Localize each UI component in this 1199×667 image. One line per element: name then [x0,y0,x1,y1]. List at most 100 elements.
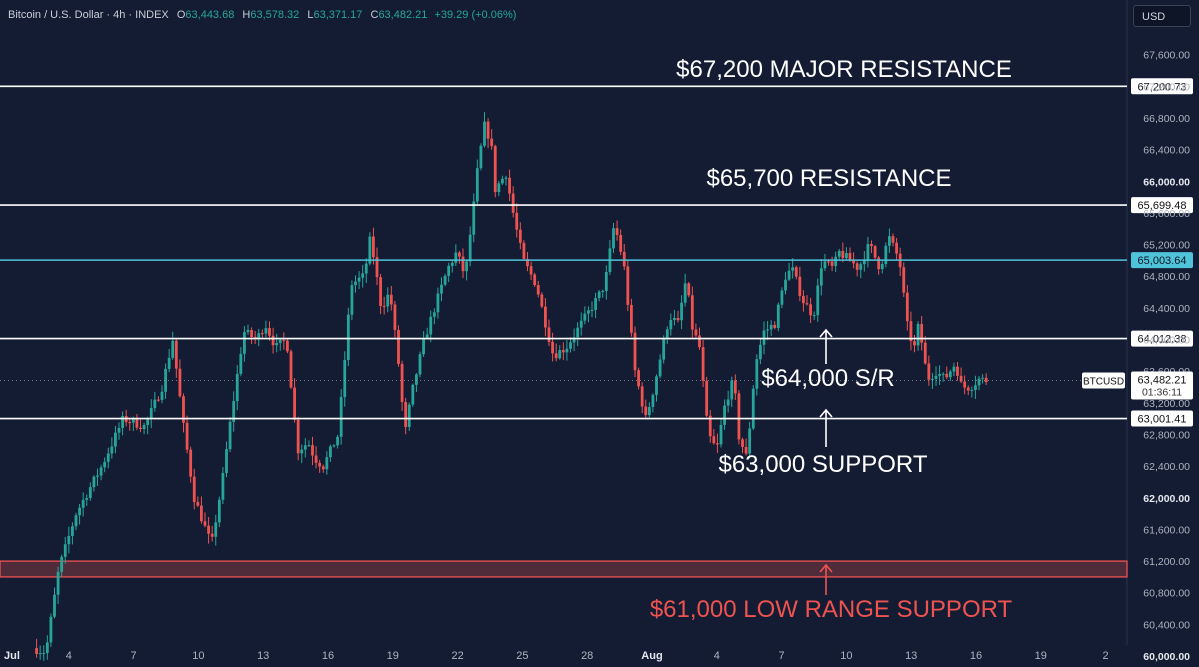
candle-body [619,234,623,252]
candle-body [612,228,615,249]
candle-body [698,335,701,348]
candle [920,316,924,351]
candle-body [708,415,712,437]
change-value: +39.29 (+0.06%) [434,9,517,21]
candle [56,566,60,604]
candle [443,273,447,287]
y-tick-label: 64,400.00 [1143,303,1190,315]
candle-body [741,439,744,448]
candle-body [827,261,830,263]
candle [250,327,253,344]
candle [823,253,827,271]
candle-body [432,312,436,317]
candle-body [343,359,347,398]
candle [400,360,404,412]
candle-body [407,404,411,428]
candle-body [873,246,877,258]
level-tag-label: 63,001.41 [1138,414,1187,426]
candle-body [189,449,193,477]
candle [845,247,848,261]
y-tick-label: 65,200.00 [1143,240,1190,252]
candle-body [486,121,490,139]
candle-body [346,314,350,360]
candle-body [501,178,504,184]
candle [74,512,78,531]
candle-body [845,253,848,259]
candle-body [544,306,547,328]
candle [63,537,67,564]
candle-body [651,394,655,407]
candle [526,252,529,272]
candle-body [440,284,443,294]
candle [336,434,339,449]
candle-body [945,373,949,378]
y-tick-label: 64,800.00 [1143,271,1190,283]
candle [579,312,583,336]
candle-body [479,145,483,169]
candle [361,264,365,288]
x-tick-label: 10 [840,650,852,662]
x-tick-label: Aug [641,650,662,662]
candle-body [977,378,981,386]
current-price-label: 63,482.21 [1138,375,1187,387]
currency-button[interactable]: USD [1133,5,1191,27]
candle-body [683,283,687,303]
candle-body [497,183,501,193]
candle-body [719,424,723,445]
candle-body [336,436,339,446]
candle [235,365,239,411]
candle-body [705,380,709,416]
candle [816,278,820,322]
candle-body [587,310,590,314]
candle [99,464,103,481]
candle [773,321,777,330]
candle [257,328,261,347]
candle-body [909,321,913,342]
candle-body [268,328,271,336]
candle [895,238,898,260]
candle [784,271,787,295]
candle-body [870,244,873,247]
candle-body [812,315,816,317]
candle [289,349,293,389]
candle [182,393,185,433]
candle-body [558,350,562,359]
candle [902,262,906,297]
low-value: 63,371.17 [313,9,363,21]
candle [544,298,547,337]
candle-body [415,374,418,385]
candle-body [114,432,117,447]
candle-body [461,256,465,272]
candle-body [257,333,261,339]
arrow-up-to-64000 [819,328,833,364]
candle [880,260,884,274]
candle-body [644,406,648,416]
level-price-tag-0: 67,200.73 [1131,78,1193,95]
candle [239,347,243,377]
candle [307,440,311,447]
candle [963,375,967,395]
candle-body [404,401,408,428]
candle [590,301,594,318]
candle-body [561,350,565,353]
candle-body [504,177,508,179]
candle [357,271,361,290]
candle-body [311,445,314,456]
support-zone-band [0,560,1128,578]
candle [891,233,895,247]
candle-body [834,256,838,266]
candle-body [952,366,956,372]
close-label: C [370,9,379,21]
candle [626,259,630,311]
candle-body [454,252,458,263]
candle [888,228,891,253]
candle [805,295,809,306]
candle [171,331,175,361]
candle [268,321,271,341]
candle-body [92,476,96,488]
level-tag-box [1131,197,1193,214]
candle [475,159,479,205]
candle-body [687,283,691,296]
candle-body [203,521,207,526]
